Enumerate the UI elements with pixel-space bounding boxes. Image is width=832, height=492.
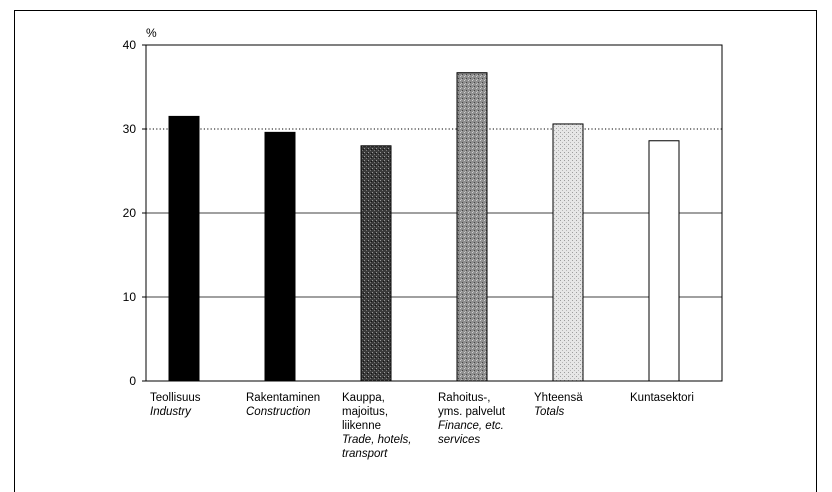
- figure-frame: [14, 10, 817, 492]
- bar: [360, 145, 392, 382]
- y-tick-label: 0: [129, 374, 136, 388]
- category-label-en: services: [438, 434, 480, 446]
- bar: [456, 72, 488, 382]
- axes: 0 10 20 30 40%: [123, 26, 723, 388]
- bar: [168, 115, 200, 382]
- category-label: Kauppa,: [342, 392, 385, 404]
- category-label-en: Totals: [534, 406, 565, 418]
- category-label-en: Construction: [246, 406, 311, 418]
- y-tick-label: 40: [123, 38, 137, 52]
- category-label: Rakentaminen: [246, 392, 320, 404]
- bar: [648, 140, 680, 382]
- category-label-en: Industry: [150, 406, 192, 418]
- category-label: Teollisuus: [150, 392, 201, 404]
- category-label: Rahoitus-,: [438, 392, 490, 404]
- gridlines: [146, 128, 722, 298]
- bar: [552, 123, 584, 382]
- category-label: Kuntasektori: [630, 392, 694, 404]
- category-label: Yhteensä: [534, 392, 583, 404]
- category-label-en: transport: [342, 448, 388, 460]
- category-label-en: Trade, hotels,: [342, 434, 411, 446]
- y-axis-unit: %: [146, 26, 157, 40]
- y-tick-label: 10: [123, 290, 137, 304]
- y-tick-label: 20: [123, 206, 137, 220]
- bar: [264, 131, 296, 382]
- category-labels: Teollisuus Industry Rakentaminen Constructi…: [150, 392, 694, 460]
- y-tick-label: 30: [123, 122, 137, 136]
- category-label: liikenne: [342, 420, 381, 432]
- category-label: majoitus,: [342, 406, 388, 418]
- category-label: yms. palvelut: [438, 406, 506, 418]
- bars: [168, 72, 680, 382]
- category-label-en: Finance, etc.: [438, 420, 504, 432]
